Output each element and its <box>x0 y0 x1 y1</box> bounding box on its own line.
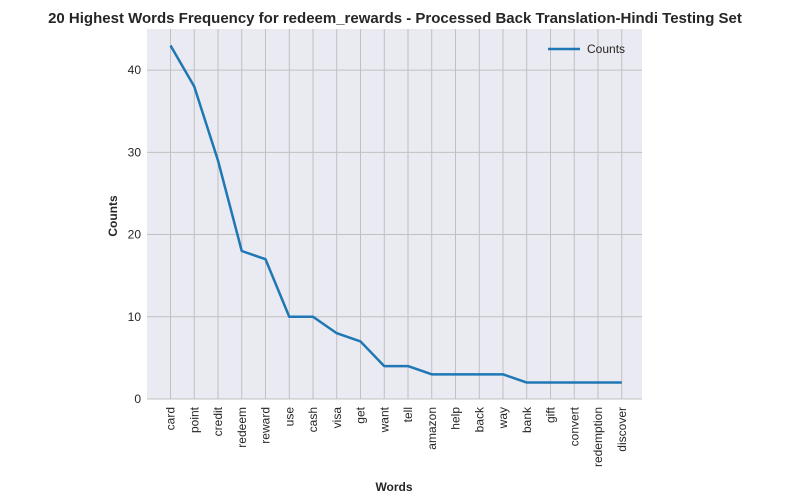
x-tick-label-card: card <box>164 407 178 430</box>
x-tick-label-tell: tell <box>401 407 415 422</box>
y-tick-label: 0 <box>134 392 141 406</box>
x-axis-label: Words <box>375 480 412 494</box>
y-tick-label: 30 <box>128 145 142 159</box>
x-tick-label-discover: discover <box>615 407 629 452</box>
x-tick-label-want: want <box>377 406 391 433</box>
x-tick-label-use: use <box>282 407 296 427</box>
x-tick-label-amazon: amazon <box>425 407 439 450</box>
series-line-0 <box>169 44 622 384</box>
x-tick-label-convert: convert <box>567 406 581 446</box>
x-tick-label-redeem: redeem <box>235 407 249 448</box>
y-tick-label: 10 <box>128 310 142 324</box>
series-layer <box>169 44 622 384</box>
x-tick-label-gift: gift <box>544 406 558 423</box>
plot-area <box>147 29 642 399</box>
x-tick-label-redemption: redemption <box>591 407 605 467</box>
legend-label: Counts <box>587 42 625 56</box>
x-tick-label-bank: bank <box>520 406 534 433</box>
y-tick-label: 20 <box>128 228 142 242</box>
legend: Counts <box>548 42 625 56</box>
x-tick-label-get: get <box>354 406 368 423</box>
x-tick-label-cash: cash <box>306 407 320 432</box>
grid <box>147 29 642 400</box>
chart-title: 20 Highest Words Frequency for redeem_re… <box>48 10 742 27</box>
x-tick-label-help: help <box>449 407 463 430</box>
x-tick-label-back: back <box>472 406 486 432</box>
y-axis-label: Counts <box>106 195 120 237</box>
y-axis: 0 10 20 30 40 <box>128 63 142 406</box>
x-axis: card point credit redeem reward use cash visa ge… <box>164 406 629 467</box>
x-tick-label-visa: visa <box>330 407 344 429</box>
x-tick-label-credit: credit <box>211 406 225 436</box>
x-tick-label-way: way <box>496 407 510 429</box>
x-tick-label-point: point <box>187 406 201 433</box>
y-tick-label: 40 <box>128 63 142 77</box>
x-tick-label-reward: reward <box>259 407 273 444</box>
